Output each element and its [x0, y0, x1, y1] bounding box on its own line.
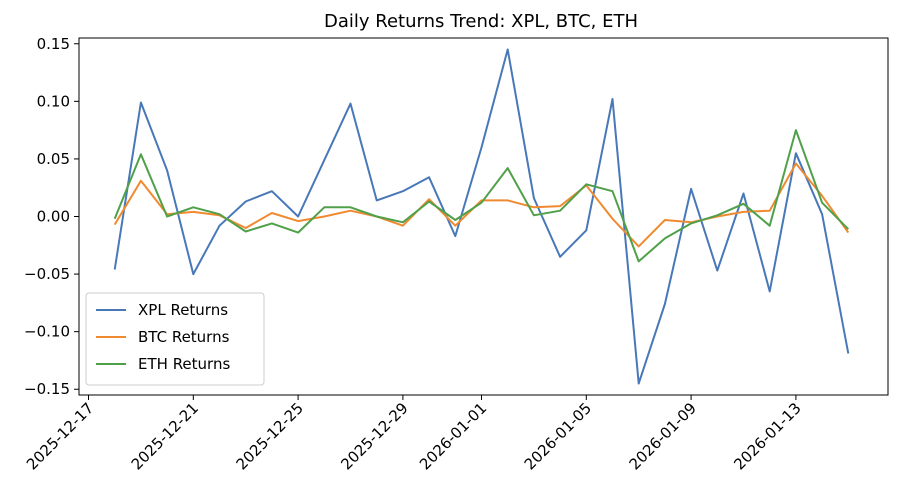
x-tick-label: 2026-01-09: [626, 399, 700, 473]
series-line-0: [113, 48, 850, 385]
x-tick-label: 2025-12-29: [337, 399, 411, 473]
y-axis: 0.15 0.10 0.05 0.00 −0.05 −0.10 −0.15: [24, 35, 79, 398]
plot-lines: [113, 48, 850, 385]
series-line-1: [113, 162, 850, 248]
legend-label-0: XPL Returns: [138, 301, 228, 319]
legend-label-2: ETH Returns: [138, 355, 230, 373]
legend-box: [85, 292, 265, 386]
y-tick-label: 0.15: [37, 35, 70, 53]
x-tick-label: 2025-12-25: [233, 399, 307, 473]
x-tick-label: 2025-12-17: [23, 399, 97, 473]
y-tick-label: 0.05: [37, 150, 70, 168]
y-tick-label: −0.15: [24, 380, 70, 398]
chart-title: Daily Returns Trend: XPL, BTC, ETH: [324, 11, 638, 32]
x-tick-label: 2026-01-05: [521, 399, 595, 473]
x-tick-label: 2026-01-01: [416, 399, 490, 473]
legend-label-1: BTC Returns: [138, 328, 230, 346]
series-line-2: [113, 129, 850, 263]
y-tick-label: 0.00: [37, 208, 70, 226]
x-tick-label: 2025-12-21: [128, 399, 202, 473]
x-axis: 2025-12-17 2025-12-21 2025-12-25 2025-12-29…: [23, 395, 805, 473]
legend: XPL Returns BTC Returns ETH Returns: [85, 292, 265, 386]
x-tick-label: 2026-01-13: [730, 399, 804, 473]
y-tick-label: −0.05: [24, 265, 70, 283]
y-tick-label: 0.10: [37, 92, 70, 110]
y-tick-label: −0.10: [24, 323, 70, 341]
